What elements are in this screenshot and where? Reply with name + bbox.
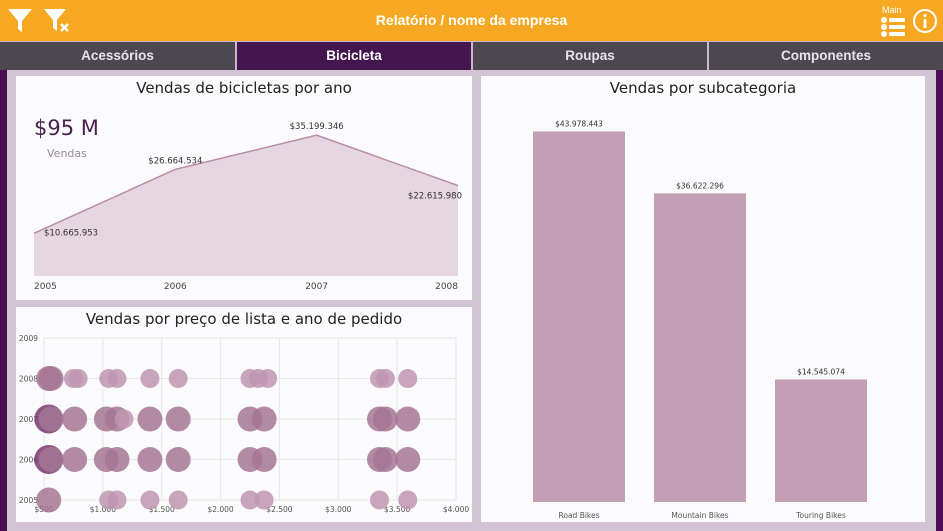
filter-icon[interactable] (6, 6, 34, 38)
data-label: $36.622.296 (676, 181, 724, 190)
data-label: $10.665.953 (44, 228, 98, 238)
scatter-point (114, 409, 134, 429)
x-tick-label: Mountain Bikes (671, 511, 728, 520)
scatter-point (140, 490, 160, 510)
scatter-point (372, 406, 398, 432)
scatter-point (137, 406, 163, 432)
scatter-point (165, 447, 191, 472)
bar-chart-title: Vendas por subcategoria (609, 79, 797, 97)
bar (775, 379, 867, 502)
scatter-point (251, 406, 277, 432)
data-label: $35.199.346 (290, 122, 344, 132)
bar-chart: $43.978.443 Road Bikes $36.622.296 Mountain… (533, 119, 867, 520)
kpi-value: $95 M (34, 116, 99, 140)
tab-acessorios[interactable]: Acessórios (0, 42, 235, 70)
x-tick-label: $3.000 (325, 505, 351, 514)
area-chart: 2005 $10.665.953 2006 $26.664.534 2007 $35.19… (33, 122, 462, 292)
x-tick-label: $1.500 (149, 505, 175, 514)
info-icon[interactable] (912, 8, 938, 38)
scatter-chart-panel[interactable]: Vendas por preço de lista e ano de pedid… (16, 307, 472, 522)
data-label: $22.615.980 (408, 192, 462, 202)
scatter-point (104, 447, 130, 472)
report-title: Relatório / nome da empresa (375, 12, 568, 28)
x-tick-label: $3.500 (384, 505, 410, 514)
scatter-point (258, 369, 278, 388)
area-chart-panel[interactable]: Vendas de bicicletas por ano $95 M Venda… (16, 76, 472, 300)
x-tick-label: Touring Bikes (795, 511, 846, 520)
y-tick-label: 2009 (19, 334, 38, 343)
area-series-line (33, 134, 459, 235)
y-tick-label: 2006 (19, 456, 38, 465)
clear-filter-icon[interactable] (42, 6, 74, 40)
bar-chart-panel[interactable]: Vendas por subcategoria $43.978.443 Road … (481, 76, 925, 522)
scatter-point (62, 406, 88, 432)
scatter-chart: $500$1.000$1.500$2.000$2.500$3.000$3.500… (19, 334, 469, 514)
tab-bar: Acessórios Bicicleta Roupas Componentes (0, 41, 943, 70)
scatter-point (107, 369, 127, 388)
y-tick-label: 2008 (19, 375, 38, 384)
x-tick-label: 2008 (435, 282, 458, 292)
scatter-point (251, 447, 277, 472)
scatter-point (165, 406, 191, 432)
scatter-point (140, 369, 160, 388)
scatter-point (375, 369, 395, 388)
scatter-point (398, 490, 418, 510)
y-tick-label: 2005 (19, 496, 38, 505)
scatter-point (38, 406, 64, 432)
scatter-point (137, 447, 163, 472)
bar (533, 131, 625, 502)
x-tick-label: Road Bikes (558, 511, 599, 520)
x-tick-label: $4.000 (443, 505, 469, 514)
header-bar: Relatório / nome da empresa Main (0, 0, 943, 41)
scatter-point (395, 447, 421, 472)
scatter-point (38, 366, 64, 391)
scatter-point (369, 490, 389, 510)
scatter-point (168, 490, 188, 510)
scatter-point (62, 447, 88, 472)
scatter-point (254, 490, 274, 510)
y-tick-label: 2007 (19, 415, 38, 424)
scatter-point (395, 406, 421, 432)
tab-bicicleta[interactable]: Bicicleta (237, 42, 471, 70)
scatter-point (107, 490, 127, 510)
scatter-point (168, 369, 188, 388)
scatter-point (68, 369, 88, 388)
data-label: $26.664.534 (148, 156, 202, 166)
scatter-point (372, 447, 398, 472)
main-label: Main (882, 5, 902, 15)
x-tick-label: 2005 (34, 282, 57, 292)
x-tick-label: 2006 (164, 282, 187, 292)
scatter-point (240, 490, 260, 510)
scatter-point (398, 369, 418, 388)
data-label: $43.978.443 (555, 119, 603, 128)
bar (654, 193, 746, 502)
area-fill (34, 135, 458, 276)
tab-componentes[interactable]: Componentes (709, 42, 943, 70)
x-tick-label: $1.000 (90, 505, 116, 514)
scatter-point (38, 447, 64, 472)
x-tick-label: $2.500 (266, 505, 292, 514)
kpi-label: Vendas (47, 147, 87, 160)
area-chart-title: Vendas de bicicletas por ano (136, 79, 352, 97)
x-tick-label: $2.000 (207, 505, 233, 514)
tab-roupas[interactable]: Roupas (473, 42, 707, 70)
menu-list-icon[interactable] (880, 16, 906, 42)
scatter-chart-title: Vendas por preço de lista e ano de pedid… (85, 310, 403, 328)
scatter-point (36, 487, 62, 513)
x-tick-label: 2007 (305, 282, 328, 292)
data-label: $14.545.074 (797, 367, 845, 376)
